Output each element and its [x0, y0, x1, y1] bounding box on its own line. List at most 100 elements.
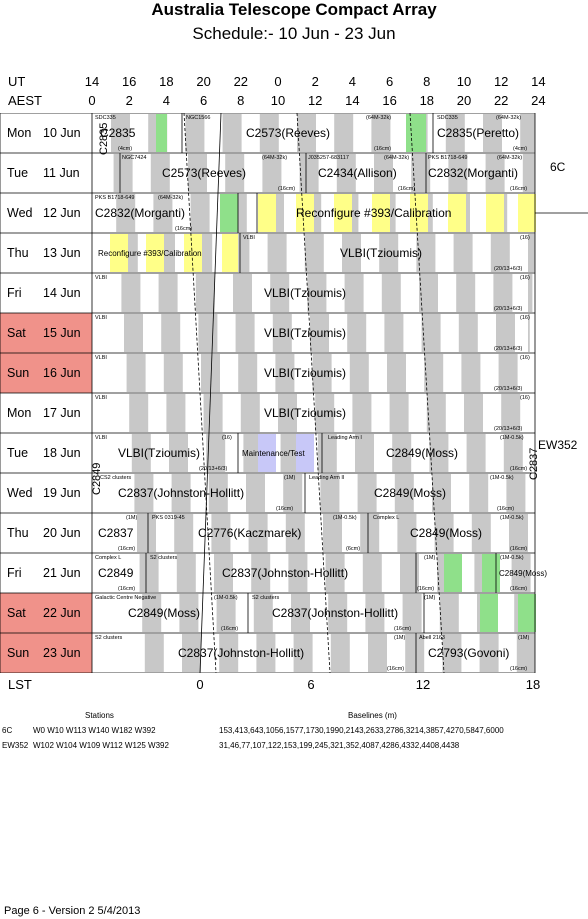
project-note: (16cm) [278, 186, 296, 192]
lst-stripe [355, 434, 374, 472]
lst-stripe [270, 274, 290, 312]
lst-stripe [347, 314, 367, 352]
project-label: C2832(Morganti) [95, 206, 186, 220]
day-date: 23 Jun [43, 646, 81, 660]
ut-tick: 12 [493, 74, 509, 89]
day-of-week: Thu [7, 246, 29, 260]
weekend-cell [0, 633, 92, 673]
yellow-block [258, 194, 276, 232]
lst-stripe [503, 434, 523, 472]
lst-stripe [169, 434, 188, 472]
lst-stripe [384, 314, 404, 352]
vertical-project-label: C2849 [91, 462, 103, 495]
vertical-project-label: C2835 [98, 122, 110, 155]
lst-stripe [397, 514, 417, 552]
project-label: VLBI(Tzioumis) [264, 406, 347, 420]
project-label: C2837(Johnston-Hollitt) [178, 646, 305, 660]
lst-stripe [374, 154, 393, 192]
project-small-label: C2849(Moss) [499, 569, 548, 578]
project-label: C2835(Peretto) [437, 126, 520, 140]
lst-stripe [256, 634, 276, 672]
lst-stripe [131, 434, 151, 472]
green-block [480, 594, 498, 632]
project-note: (16cm) [387, 666, 405, 672]
day-date: 11 Jun [43, 166, 80, 180]
project-note: (20/13+6/3) [199, 466, 228, 472]
page-footer: Page 6 - Version 2 5/4/2013 [4, 905, 141, 917]
project-note: VLBI [95, 395, 107, 401]
project-small-label: Reconfigure #393/Calibration [98, 249, 202, 258]
lst-stripe [124, 314, 143, 352]
lst-stripe [424, 354, 444, 392]
lst-stripe [142, 594, 162, 632]
day-label: Thu 20 Jun [0, 513, 92, 553]
baselines-title: Baselines (m) [348, 711, 397, 720]
lst-stripe [394, 474, 414, 512]
lst-stripe [453, 234, 473, 272]
lst-stripe [448, 154, 468, 192]
lst-stripe [188, 154, 207, 192]
lst-stripe [246, 474, 265, 512]
yellow-block [334, 194, 352, 232]
lst-tick: 6 [307, 677, 315, 692]
lst-stripe [219, 634, 239, 672]
ut-axis-label: UT [8, 74, 26, 89]
project-note: VLBI [95, 435, 107, 441]
project-note: S2 clusters [252, 595, 280, 601]
aest-tick: 10 [270, 93, 286, 108]
aest-tick: 24 [531, 93, 546, 108]
footer-baselines-6c: 153,413,643,1056,1577,1730,1990,2143,263… [219, 726, 504, 735]
yellow-block [296, 194, 314, 232]
project-note: VLBI [95, 315, 107, 321]
lst-stripe [496, 314, 515, 352]
yellow-block [448, 194, 466, 232]
page-title: Australia Telescope Compact Array [151, 0, 437, 19]
project-note: (16cm) [175, 226, 193, 232]
yellow-block [410, 194, 428, 232]
config-ew352: EW352 [538, 438, 578, 452]
weekend-cell [0, 313, 92, 353]
lst-stripe [490, 234, 510, 272]
purple-block [296, 434, 314, 472]
lst-stripe [528, 274, 533, 312]
lst-stripe [498, 354, 518, 392]
project-note: S2 clusters [95, 635, 123, 641]
project-note: (16) [222, 435, 232, 441]
lst-stripe [134, 474, 154, 512]
lst-stripe [419, 274, 438, 312]
lst-stripe [137, 514, 156, 552]
project-label: C2837(Johnston-Hollitt) [272, 606, 399, 620]
lst-stripe [144, 634, 164, 672]
day-of-week: Sat [7, 326, 26, 340]
lst-stripe [352, 394, 372, 432]
ut-tick: 14 [84, 74, 100, 89]
vertical-project-label: C2837 [528, 447, 540, 480]
lst-stripe [275, 354, 295, 392]
project-note: (1M-0.5k) [490, 475, 514, 481]
yellow-block [372, 194, 390, 232]
weekend-cell [0, 593, 92, 633]
day-label: Tue 18 Jun [0, 433, 92, 473]
project-note: (1M-0.5k) [333, 515, 357, 521]
day-label: Mon 10 Jun [0, 113, 92, 153]
lst-stripe [195, 274, 215, 312]
project-note: (16) [520, 235, 530, 241]
project-note: (16cm) [221, 626, 239, 632]
lst-stripe [381, 274, 401, 312]
day-date: 20 Jun [43, 526, 81, 540]
footer-stations-6c: W0 W10 W113 W140 W182 W392 [33, 726, 156, 735]
project-note: SDC335 [437, 115, 458, 121]
lst-stripe [201, 354, 220, 392]
green-block [156, 114, 167, 152]
project-note: (1M) [424, 595, 436, 601]
lst-stripe [126, 354, 146, 392]
project-label: C2837 [98, 526, 134, 540]
lst-stripe [211, 514, 231, 552]
lst-stripe [158, 274, 178, 312]
lst-stripe [426, 394, 446, 432]
day-label: Sun 23 Jun [0, 633, 92, 673]
day-date: 22 Jun [43, 606, 81, 620]
lst-stripe [522, 154, 535, 192]
project-note: (1M) [284, 475, 296, 481]
lst-stripe [328, 594, 348, 632]
